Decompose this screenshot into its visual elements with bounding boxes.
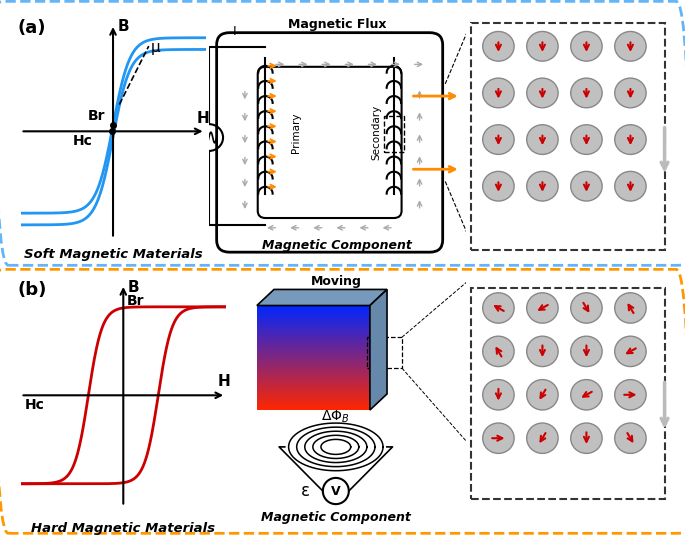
Text: Primary: Primary <box>291 113 301 153</box>
Circle shape <box>614 78 646 108</box>
Text: B: B <box>117 19 129 34</box>
Circle shape <box>483 293 514 323</box>
FancyBboxPatch shape <box>258 67 401 218</box>
Text: Hard Magnetic Materials: Hard Magnetic Materials <box>32 522 215 535</box>
Text: Magnetic Component: Magnetic Component <box>262 239 412 252</box>
Circle shape <box>571 293 602 323</box>
Text: Magnetic Flux: Magnetic Flux <box>288 18 386 31</box>
Circle shape <box>614 125 646 154</box>
FancyBboxPatch shape <box>471 288 664 499</box>
Circle shape <box>527 125 558 154</box>
Circle shape <box>571 172 602 201</box>
Text: $\Delta\Phi_B$: $\Delta\Phi_B$ <box>321 408 350 425</box>
Text: Magnetic Component: Magnetic Component <box>261 511 411 524</box>
Circle shape <box>571 78 602 108</box>
Circle shape <box>527 379 558 410</box>
Text: H: H <box>218 374 231 389</box>
Text: (b): (b) <box>17 281 47 300</box>
Circle shape <box>483 423 514 453</box>
Text: V: V <box>331 485 340 497</box>
Circle shape <box>614 293 646 323</box>
Circle shape <box>483 336 514 367</box>
Circle shape <box>483 379 514 410</box>
Text: Br: Br <box>127 294 144 308</box>
Circle shape <box>614 379 646 410</box>
Circle shape <box>614 32 646 61</box>
Circle shape <box>571 32 602 61</box>
Text: Secondary: Secondary <box>371 105 381 160</box>
Circle shape <box>483 78 514 108</box>
Circle shape <box>483 172 514 201</box>
Circle shape <box>571 423 602 453</box>
Circle shape <box>483 125 514 154</box>
Text: Br: Br <box>88 109 105 123</box>
Text: μ: μ <box>151 40 160 55</box>
Text: or: or <box>329 289 342 302</box>
Text: (a): (a) <box>17 19 46 37</box>
Circle shape <box>614 336 646 367</box>
Circle shape <box>527 32 558 61</box>
Circle shape <box>527 172 558 201</box>
Circle shape <box>527 78 558 108</box>
Circle shape <box>571 379 602 410</box>
Circle shape <box>614 172 646 201</box>
FancyBboxPatch shape <box>471 23 664 250</box>
Text: Hc: Hc <box>25 398 45 413</box>
Circle shape <box>571 125 602 154</box>
FancyBboxPatch shape <box>216 33 443 252</box>
Circle shape <box>614 423 646 453</box>
Circle shape <box>527 293 558 323</box>
Text: I: I <box>233 25 236 38</box>
Text: H: H <box>197 110 210 125</box>
Circle shape <box>527 423 558 453</box>
Circle shape <box>483 32 514 61</box>
Text: Soft Magnetic Materials: Soft Magnetic Materials <box>24 248 202 261</box>
Text: B: B <box>127 280 139 295</box>
Text: Moving: Moving <box>310 275 361 288</box>
Circle shape <box>571 336 602 367</box>
Text: ε: ε <box>301 482 310 500</box>
Text: Deforming: Deforming <box>299 304 373 317</box>
Text: Hc: Hc <box>73 134 93 148</box>
Circle shape <box>527 336 558 367</box>
